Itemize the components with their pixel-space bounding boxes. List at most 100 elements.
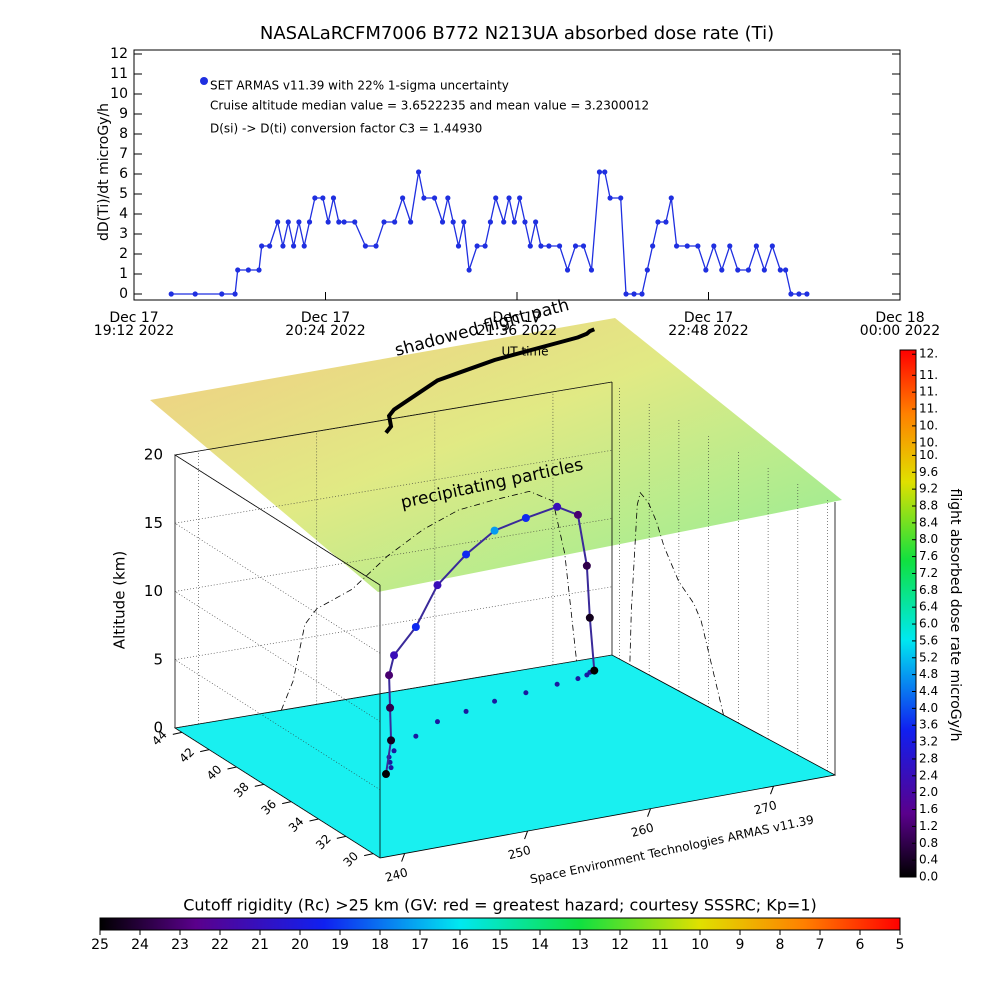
colorbar-tick-label: 0.0 — [919, 870, 938, 884]
colorbar-tick-label: 8.0 — [919, 532, 938, 546]
data-point — [421, 195, 427, 201]
data-point — [631, 291, 637, 297]
wall-projection — [629, 491, 724, 716]
y-tick-label: 42 — [176, 745, 197, 766]
y-tick-label: 44 — [149, 728, 170, 749]
data-point — [596, 169, 603, 175]
data-point — [695, 243, 701, 249]
y-tick-label: 7 — [119, 146, 128, 162]
colorbar-tick-label: 4.8 — [919, 667, 938, 681]
data-point — [408, 219, 414, 225]
flight-point — [433, 581, 442, 590]
colorbar — [99, 917, 901, 931]
colorbar-tick-label: 15 — [491, 937, 509, 953]
colorbar-tick-label: 16 — [451, 937, 469, 953]
x-tick — [524, 830, 529, 840]
data-point — [556, 243, 563, 249]
data-point — [192, 291, 198, 297]
y-tick-label: 30 — [340, 849, 361, 870]
data-point — [607, 195, 613, 201]
data-point — [352, 219, 358, 225]
data-point — [783, 267, 789, 273]
flight-point — [582, 561, 591, 570]
colorbar-tick-label: 23 — [171, 937, 189, 953]
y-tick-label: 9 — [119, 106, 128, 122]
y-tick — [364, 853, 374, 857]
x-tick-label: 250 — [507, 843, 533, 862]
colorbar-tick-label: 18 — [371, 937, 389, 953]
data-point — [711, 243, 717, 249]
data-point — [336, 219, 342, 225]
data-point — [684, 243, 690, 249]
data-point — [381, 219, 387, 225]
colorbar-tick-label: 12. — [919, 347, 938, 361]
data-point — [474, 243, 480, 249]
x-tick-label: 260 — [630, 820, 656, 839]
y-tick-label: 10 — [110, 86, 128, 102]
y-tick — [200, 749, 210, 753]
data-point — [373, 243, 379, 249]
data-point — [546, 243, 552, 249]
3d-plot: 0 5 10 15 20 240 250 260 270 30 32 34 36 38 40 42 44 — [144, 318, 842, 885]
data-point — [564, 267, 571, 273]
data-point — [285, 219, 291, 225]
data-point — [804, 291, 810, 297]
ground-track — [413, 733, 419, 739]
colorbar-tick-label: 1.6 — [919, 802, 938, 816]
colorbar-tick-label: 9.6 — [919, 465, 938, 479]
data-point — [506, 195, 512, 201]
colorbar-tick-label: 22 — [211, 937, 229, 953]
y-tick — [227, 766, 237, 770]
colorbar — [899, 349, 917, 878]
colorbar-tick-label: 9.2 — [919, 482, 938, 496]
data-point — [727, 243, 733, 249]
data-point — [341, 219, 347, 225]
colorbar-tick-label: 20 — [291, 937, 309, 953]
colorbar-tick-label: 11. — [919, 402, 938, 416]
data-point — [572, 243, 579, 249]
colorbar-tick-label: 12 — [611, 937, 629, 953]
x-tick-label: 22:48 2022 — [668, 323, 748, 339]
flight-point — [386, 703, 395, 712]
colorbar-tick-label: 7.2 — [919, 566, 938, 580]
data-point — [362, 243, 368, 249]
colorbar-tick-label: 2.8 — [919, 751, 938, 765]
colorbar-tick-label: 11. — [919, 385, 938, 399]
colorbar-tick-label: 10 — [691, 937, 709, 953]
data-point — [259, 243, 265, 249]
y-axis-label: dD(Ti)/dt microGy/h — [96, 103, 112, 241]
data-point — [527, 243, 533, 249]
flight-point — [381, 770, 390, 779]
flight-point — [553, 502, 562, 511]
x-tick-label: Dec 17 — [109, 310, 158, 326]
data-point — [245, 267, 251, 273]
data-point — [522, 219, 528, 225]
data-point — [761, 267, 767, 273]
ground-track — [554, 681, 560, 687]
annotation: UT time — [501, 345, 548, 359]
colorbar-tick-label: 19 — [331, 937, 349, 953]
data-point — [639, 291, 645, 297]
colorbar-tick-label: 6 — [856, 937, 865, 953]
data-point — [320, 195, 326, 201]
colorbar-tick-label: 3.6 — [919, 718, 938, 732]
x-tick-label: 19:12 2022 — [94, 323, 174, 339]
y-tick-label: 0 — [119, 286, 128, 302]
particle-layer — [150, 318, 842, 592]
ground-track — [523, 690, 529, 696]
y-tick-label: 3 — [119, 226, 128, 242]
data-point — [623, 291, 629, 297]
chart-title: NASALaRCFM7006 B772 N213UA absorbed dose… — [260, 23, 774, 44]
legend-label: SET ARMAS v11.39 with 22% 1-sigma uncert… — [210, 79, 509, 93]
colorbar-tick-label: 7 — [816, 937, 825, 953]
y-tick-label: 5 — [119, 186, 128, 202]
flight-point — [521, 514, 530, 523]
colorbar-tick-label: 5.2 — [919, 650, 938, 664]
data-point — [493, 195, 499, 201]
data-point — [168, 291, 174, 297]
colorbar-tick-label: 6.8 — [919, 583, 938, 597]
colorbar-tick-label: 0.8 — [919, 836, 938, 850]
y-tick — [282, 801, 292, 805]
data-point — [267, 243, 273, 249]
